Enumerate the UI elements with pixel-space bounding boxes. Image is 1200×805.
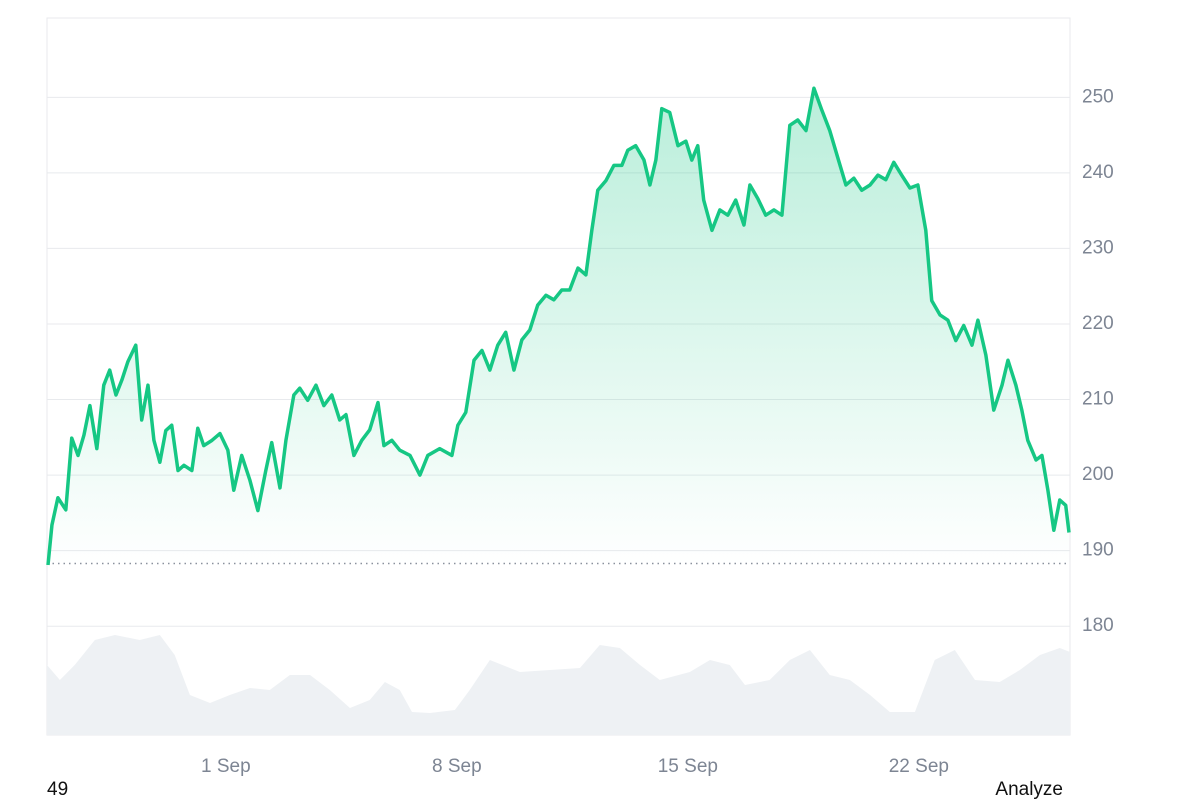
x-tick-label: 22 Sep <box>889 756 949 777</box>
y-tick-label: 240 <box>1082 162 1114 183</box>
y-tick-label: 220 <box>1082 313 1114 334</box>
volume-area <box>47 635 1070 735</box>
x-tick-label: 1 Sep <box>201 756 251 777</box>
price-area <box>47 88 1070 566</box>
x-tick-label: 8 Sep <box>432 756 482 777</box>
price-line <box>46 86 1071 566</box>
y-tick-label: 230 <box>1082 237 1114 258</box>
footer-left: 49 <box>47 779 68 800</box>
y-tick-label: 200 <box>1082 464 1114 485</box>
y-tick-label: 180 <box>1082 615 1114 636</box>
analyze-button[interactable]: Analyze <box>995 779 1063 800</box>
y-tick-label: 250 <box>1082 86 1114 107</box>
x-tick-label: 15 Sep <box>658 756 718 777</box>
y-tick-label: 190 <box>1082 540 1114 561</box>
y-tick-label: 210 <box>1082 389 1114 410</box>
